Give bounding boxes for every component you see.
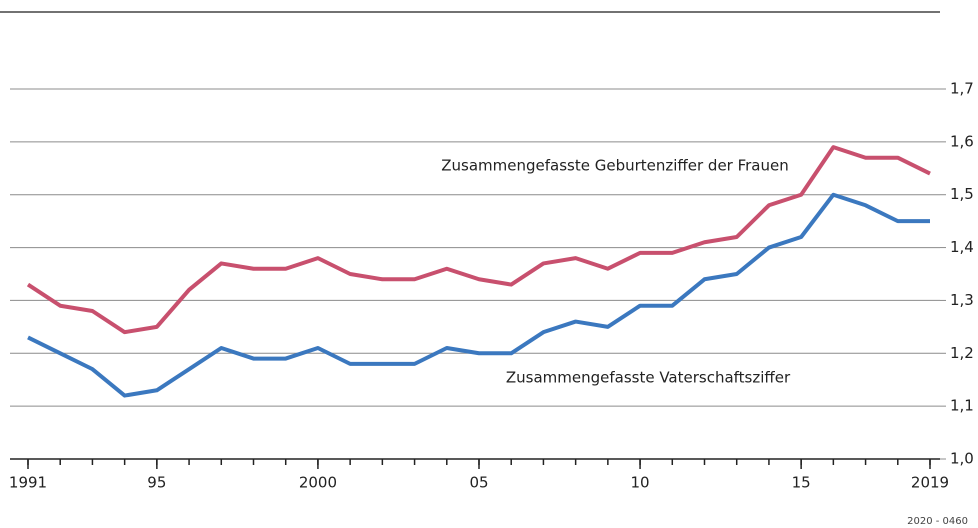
x-tick-label: 10 <box>631 474 650 492</box>
y-tick-label: 1,2 <box>950 344 974 362</box>
series-line <box>27 192 930 398</box>
y-tick-label: 1,0 <box>950 450 974 468</box>
x-tick-label: 2019 <box>911 474 949 492</box>
series-line <box>26 145 931 335</box>
y-tick-label: 1,6 <box>950 132 974 150</box>
y-tick-label: 1,3 <box>950 291 974 309</box>
source-code: 2020 - 0460 <box>907 516 968 527</box>
y-tick-label: 1,4 <box>950 238 974 256</box>
series-label: Zusammengefasste Vaterschaftsziffer <box>506 369 791 387</box>
y-tick-label: 1,1 <box>950 397 974 415</box>
x-tick-label: 05 <box>469 474 488 492</box>
x-tick-label: 15 <box>792 474 811 492</box>
x-tick-label: 1991 <box>9 474 47 492</box>
y-tick-label: 1,7 <box>950 80 974 98</box>
series-label: Zusammengefasste Geburtenziffer der Frau… <box>441 157 789 175</box>
x-tick-label: 95 <box>147 474 166 492</box>
y-tick-label: 1,5 <box>950 185 974 203</box>
x-tick-label: 2000 <box>299 474 337 492</box>
